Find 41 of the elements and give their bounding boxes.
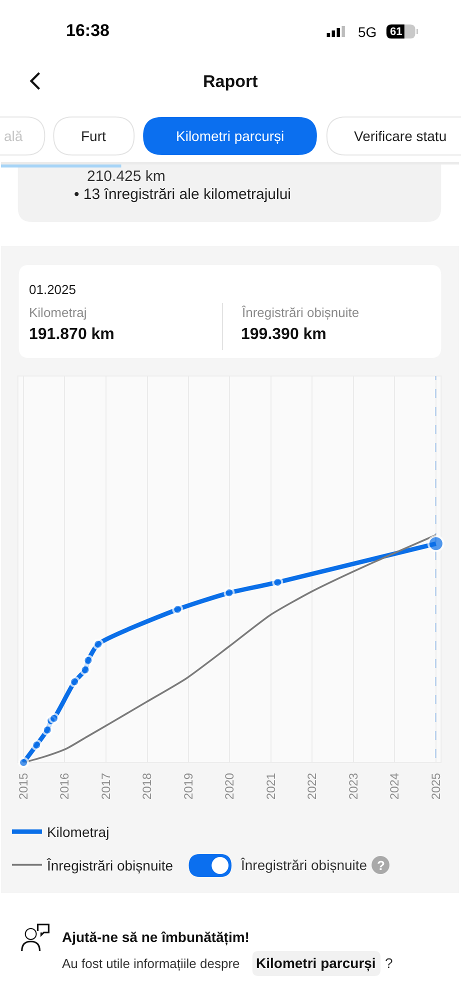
text: Ajută-ne să ne îmbunătățim! [62,929,250,946]
text: Verificare statu [354,128,447,144]
text: Înregistrări obișnuite [240,857,368,873]
point [18,757,30,768]
x-tick-label: 2024 [388,772,402,800]
legend-label: Kilometraj [46,824,110,840]
text: ? [377,858,385,873]
x-tick-label: 2020 [222,772,237,800]
text: 61 [390,26,402,38]
text: 210.425 km [87,168,166,185]
text: Kilometri parcurși [256,955,376,972]
point [69,676,80,688]
legend-label: Înregistrări obișnuite [46,857,174,874]
x-tick-label: 2016 [58,772,72,800]
text: 199.390 km [241,326,326,343]
text: 191.870 km [29,326,114,343]
text: ală [4,128,23,144]
text: • 13 înregistrări ale kilometrajului [74,186,292,203]
text: Furt [81,128,106,144]
text: 01.2025 [29,282,76,297]
text: Înregistrări obișnuite [241,305,360,320]
point [31,739,42,750]
text: Au fost utile informațiile despre [62,956,240,971]
text: Kilometraj [29,305,87,320]
x-tick-label: 2023 [346,772,360,800]
text: Kilometri parcurși [176,128,284,144]
text: ? [385,955,393,971]
point [48,712,60,724]
text: 16:38 [66,21,110,40]
x-tick-label: 2017 [98,772,113,800]
x-tick-label: 2019 [181,772,196,800]
text: Raport [203,72,258,91]
text: 5G [358,24,377,40]
x-tick-label: 2018 [140,772,154,800]
point [224,587,235,598]
x-tick-label: 2022 [305,772,320,800]
x-tick-label: 2021 [264,772,278,800]
point [92,638,104,650]
point [42,724,53,736]
x-tick-label: 2025 [428,772,443,800]
x-tick-label: 2015 [16,772,30,800]
